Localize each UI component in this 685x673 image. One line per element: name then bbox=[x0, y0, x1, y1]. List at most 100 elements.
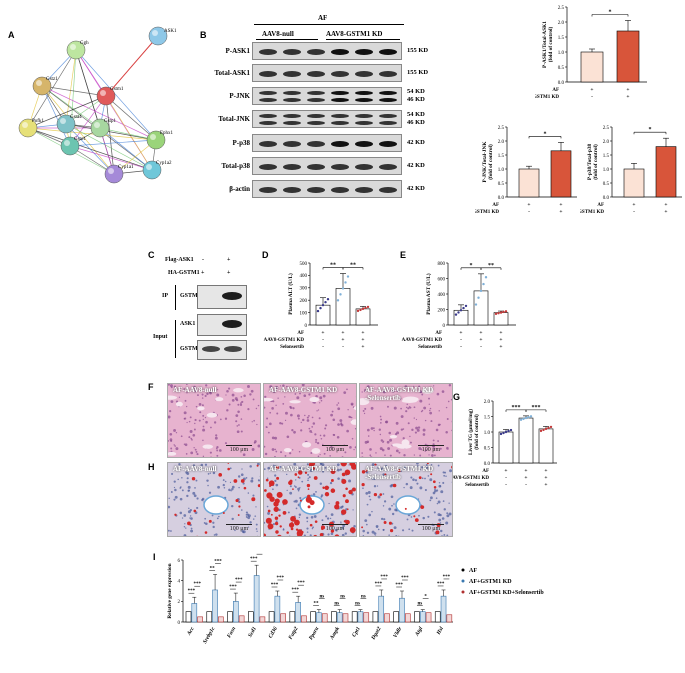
bar bbox=[580, 51, 604, 83]
nucleus bbox=[418, 447, 422, 450]
bar bbox=[191, 603, 198, 623]
lipid-droplet bbox=[361, 526, 364, 529]
nucleus bbox=[308, 476, 311, 479]
bar bbox=[473, 290, 489, 326]
nucleus bbox=[342, 505, 344, 507]
nucleus bbox=[187, 489, 190, 493]
blot-band bbox=[379, 71, 397, 77]
nucleus bbox=[403, 454, 406, 457]
nucleus bbox=[340, 522, 342, 524]
nucleus bbox=[279, 422, 282, 425]
lipid-droplet bbox=[435, 530, 440, 535]
lipid-droplet bbox=[297, 476, 300, 479]
condition-sign: + bbox=[479, 337, 482, 343]
nucleus bbox=[341, 456, 344, 457]
sig-label: * bbox=[649, 127, 652, 133]
lipid-droplet bbox=[330, 488, 336, 493]
nucleus bbox=[175, 432, 178, 434]
nucleus bbox=[451, 535, 452, 536]
nucleus bbox=[449, 536, 452, 537]
nucleus bbox=[418, 385, 421, 388]
data-point bbox=[359, 308, 362, 312]
nucleus bbox=[315, 395, 318, 398]
scale-bar-line bbox=[322, 444, 348, 446]
network-edge bbox=[65, 123, 157, 141]
bar bbox=[623, 168, 645, 198]
lipid-droplet bbox=[251, 497, 256, 502]
nucleus bbox=[360, 456, 362, 457]
data-point bbox=[502, 431, 505, 435]
nucleus bbox=[362, 535, 365, 536]
sinusoid bbox=[197, 406, 205, 411]
nucleus bbox=[285, 411, 288, 415]
nucleus bbox=[411, 529, 414, 532]
nucleus bbox=[400, 428, 403, 431]
blot-row-label: Total-p38 bbox=[221, 162, 250, 170]
nucleus bbox=[218, 449, 222, 452]
condition-label: AF bbox=[597, 203, 604, 208]
nucleus bbox=[247, 408, 250, 411]
y-tick-label: 0.5 bbox=[498, 182, 505, 187]
central-vein bbox=[203, 495, 229, 515]
nucleus bbox=[407, 422, 410, 425]
micrograph-title: AF-AAV8-null bbox=[173, 386, 217, 394]
nucleus bbox=[281, 422, 284, 425]
nucleus bbox=[382, 529, 385, 531]
lipid-droplet bbox=[345, 519, 350, 525]
nucleus bbox=[240, 430, 243, 433]
lipid-droplet bbox=[414, 518, 419, 522]
nucleus bbox=[298, 513, 302, 516]
nucleus bbox=[256, 530, 258, 532]
nucleus bbox=[349, 446, 352, 449]
nucleus bbox=[312, 526, 314, 529]
lipid-droplet bbox=[257, 484, 260, 488]
sig-label: ns bbox=[340, 595, 345, 600]
nucleus bbox=[339, 468, 342, 471]
nucleus bbox=[317, 409, 320, 411]
nucleus bbox=[183, 534, 187, 536]
lipid-droplet bbox=[290, 515, 296, 522]
condition-sign: - bbox=[460, 337, 462, 343]
nucleus bbox=[188, 436, 191, 439]
bar bbox=[453, 309, 469, 326]
nucleus bbox=[206, 479, 209, 482]
lipid-droplet bbox=[314, 520, 318, 523]
panel-letter-f: F bbox=[148, 382, 154, 392]
nucleus bbox=[383, 518, 386, 521]
nucleus bbox=[419, 454, 422, 457]
lipid-droplet bbox=[305, 496, 312, 503]
nucleus bbox=[242, 453, 246, 457]
lipid-droplet bbox=[341, 478, 347, 485]
he-micrograph: AF-AAV8-null 100 μm bbox=[167, 383, 261, 458]
micrograph-title: AF-AAV8-GSTM1 KD -Selonsertib bbox=[365, 465, 434, 481]
nucleus bbox=[238, 457, 239, 458]
nucleus bbox=[382, 505, 385, 507]
nucleus bbox=[188, 420, 191, 423]
y-tick-label: 6 bbox=[178, 559, 181, 564]
data-point bbox=[509, 428, 513, 432]
he-micrograph: AF-AAV8-GSTM1 KD -Selonsertib 100 μm bbox=[359, 383, 453, 458]
sig-label: *** bbox=[291, 588, 299, 593]
bar bbox=[518, 417, 534, 464]
lipid-droplet bbox=[235, 498, 239, 503]
nucleus bbox=[170, 447, 173, 450]
nucleus bbox=[179, 511, 183, 515]
nucleus bbox=[231, 485, 235, 489]
bar bbox=[446, 614, 453, 623]
x-tick-label: Dgat2 bbox=[370, 626, 383, 642]
blot-band bbox=[259, 121, 277, 125]
lipid-droplet bbox=[420, 505, 425, 509]
nucleus bbox=[330, 413, 333, 417]
lipid-droplet bbox=[292, 488, 294, 490]
bar bbox=[268, 611, 275, 623]
network-node-label: Ephx1 bbox=[160, 131, 174, 136]
nucleus bbox=[395, 421, 399, 425]
nucleus bbox=[379, 415, 382, 418]
lipid-droplet bbox=[320, 525, 326, 530]
nucleus bbox=[393, 503, 395, 505]
data-point bbox=[499, 311, 503, 314]
nucleus bbox=[242, 482, 245, 485]
coip-row-3-label: GSTM1 bbox=[180, 346, 201, 352]
nucleus bbox=[294, 499, 298, 503]
nucleus bbox=[289, 535, 291, 536]
